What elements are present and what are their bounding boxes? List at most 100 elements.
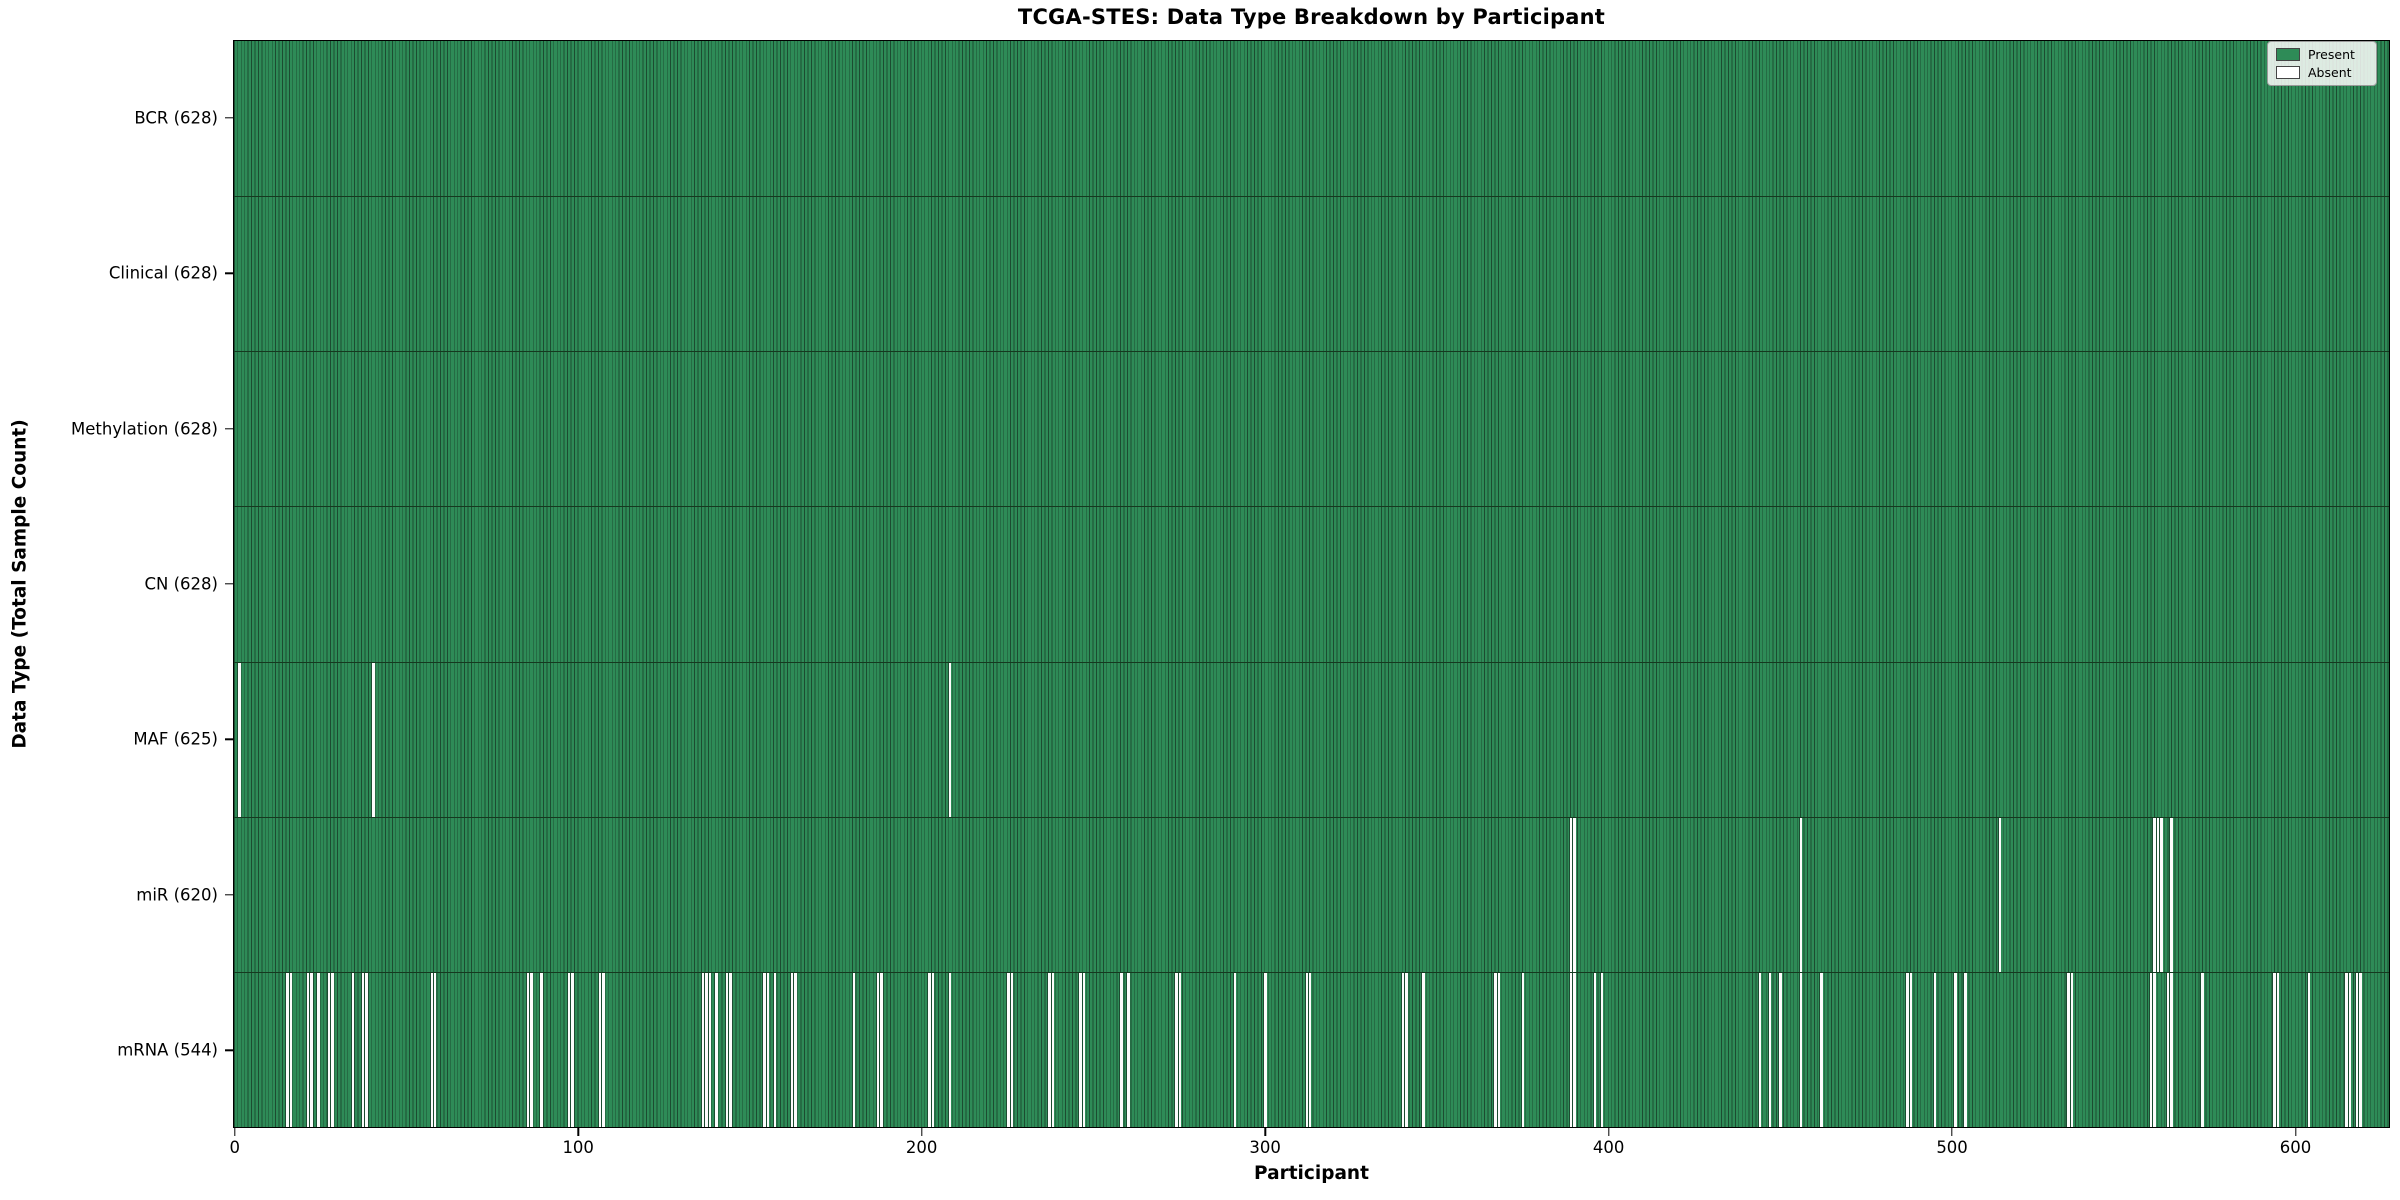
absent-stripe — [1798, 817, 1803, 972]
absent-stripe — [601, 972, 605, 1127]
absent-stripe — [1953, 972, 1957, 1127]
ytick-label-maf: MAF (625) — [133, 729, 218, 749]
absent-stripe — [1819, 972, 1823, 1127]
ytick-label-clinical: Clinical (628) — [108, 263, 218, 283]
absent-stripe — [1006, 972, 1010, 1127]
chart-title: TCGA-STES: Data Type Breakdown by Partic… — [1017, 5, 1606, 29]
xtick-label-400: 400 — [1592, 1138, 1625, 1157]
xtick-mark — [1264, 1128, 1266, 1136]
row-bcr — [234, 41, 2389, 197]
absent-stripe — [1963, 972, 1967, 1127]
absent-stripe — [1078, 972, 1082, 1127]
absent-stripe — [1047, 972, 1051, 1127]
xtick-mark — [577, 1128, 579, 1136]
absent-stripe — [2275, 972, 2280, 1127]
absent-stripe — [306, 972, 310, 1127]
absent-stripe — [2306, 972, 2311, 1127]
absent-stripe — [1308, 972, 1312, 1127]
absent-stripe — [1757, 972, 1762, 1127]
absent-stripe — [947, 662, 952, 817]
absent-stripe — [765, 972, 770, 1127]
x-axis-label: Participant — [1254, 1163, 1369, 1184]
absent-stripe — [1400, 972, 1405, 1127]
xtick-mark — [2294, 1128, 2297, 1136]
absent-stripe — [2272, 972, 2276, 1127]
absent-stripe — [2066, 972, 2070, 1127]
absent-stripe — [1493, 972, 1497, 1127]
xtick-mark — [234, 1128, 236, 1136]
xtick-label-500: 500 — [1936, 1138, 1968, 1157]
absent-stripe — [1174, 972, 1178, 1127]
ytick-mark — [225, 427, 233, 430]
ytick-mark — [225, 738, 233, 741]
row-clinical — [234, 196, 2389, 352]
absent-stripe — [851, 972, 856, 1127]
absent-stripe — [1009, 972, 1013, 1127]
absent-stripe — [525, 972, 530, 1127]
absent-stripe — [1932, 972, 1937, 1127]
legend-swatch-absent — [2276, 66, 2300, 79]
legend: Present Absent — [2267, 41, 2377, 86]
absent-stripe — [371, 662, 375, 817]
legend-swatch-present — [2276, 48, 2300, 61]
absent-stripe — [1263, 972, 1267, 1127]
row-methylation — [234, 351, 2389, 507]
absent-stripe — [570, 972, 574, 1127]
absent-stripe — [330, 972, 334, 1127]
absent-stripe — [2069, 972, 2074, 1127]
absent-stripe — [728, 972, 732, 1127]
absent-stripe — [875, 972, 880, 1127]
absent-stripe — [2344, 972, 2348, 1127]
absent-stripe — [2358, 972, 2362, 1127]
absent-stripe — [288, 972, 293, 1127]
xtick-mark — [1607, 1128, 1610, 1136]
absent-stripe — [1592, 972, 1597, 1127]
absent-stripe — [707, 972, 711, 1127]
absent-stripe — [2155, 817, 2160, 972]
absent-stripe — [2165, 972, 2170, 1127]
absent-stripe — [2347, 972, 2352, 1127]
absent-stripe — [360, 972, 365, 1127]
absent-stripe — [1050, 972, 1055, 1127]
absent-stripe — [724, 972, 729, 1127]
legend-entry-present: Present — [2276, 48, 2368, 61]
xtick-label-0: 0 — [229, 1138, 240, 1157]
absent-stripe — [2354, 972, 2359, 1127]
xtick-label-100: 100 — [562, 1138, 594, 1157]
absent-stripe — [947, 972, 952, 1127]
xtick-label-600: 600 — [2279, 1138, 2312, 1157]
absent-stripe — [433, 972, 437, 1127]
ytick-label-mrna: mRNA (544) — [117, 1040, 218, 1060]
ytick-mark — [225, 894, 233, 896]
absent-stripe — [1997, 817, 2002, 972]
absent-stripe — [1568, 817, 1573, 972]
absent-stripe — [1520, 972, 1525, 1127]
absent-stripe — [529, 972, 533, 1127]
ytick-label-mir: miR (620) — [136, 885, 218, 905]
ytick-mark — [225, 272, 233, 274]
absent-stripe — [700, 972, 705, 1127]
absent-stripe — [1119, 972, 1123, 1127]
ytick-label-cn: CN (628) — [144, 574, 218, 594]
row-cn — [234, 506, 2389, 662]
ytick-mark — [225, 583, 233, 585]
xtick-label-300: 300 — [1249, 1138, 1281, 1157]
xtick-mark — [1951, 1128, 1953, 1136]
absent-stripe — [762, 972, 766, 1127]
absent-stripe — [1421, 972, 1425, 1127]
absent-stripe — [1905, 972, 1909, 1127]
row-mir — [234, 816, 2389, 972]
absent-stripe — [326, 972, 331, 1127]
ytick-mark — [225, 1049, 233, 1051]
absent-stripe — [789, 972, 794, 1127]
ytick-mark — [225, 117, 233, 119]
absent-stripe — [309, 972, 313, 1127]
ytick-label-methylation: Methylation (628) — [71, 419, 218, 439]
absent-stripe — [350, 972, 355, 1127]
absent-stripe — [429, 972, 434, 1127]
absent-stripe — [316, 972, 320, 1127]
absent-stripe — [2169, 972, 2173, 1127]
absent-stripe — [793, 972, 797, 1127]
row-mrna — [234, 971, 2389, 1127]
